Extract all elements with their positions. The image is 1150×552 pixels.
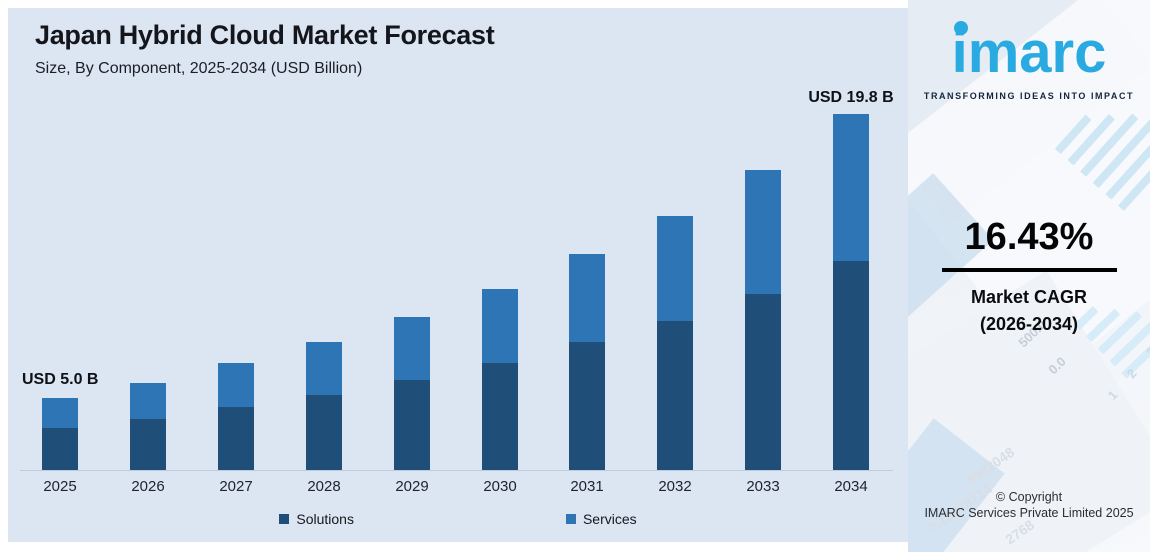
bar-2025-solutions-segment [42, 428, 78, 470]
x-axis-label-2031: 2031 [570, 478, 604, 495]
bar-2032-services-segment [657, 216, 693, 321]
bar-2027-services-segment [218, 363, 254, 407]
brand-panel: 500.0 0.0 1 2 3 4 8982048 0.13478714 276… [908, 0, 1150, 552]
bar-2032-solutions-segment [657, 321, 693, 470]
bar-2030 [482, 289, 518, 470]
bar-2034-solutions-segment [833, 261, 869, 470]
chart-subtitle: Size, By Component, 2025-2034 (USD Billi… [35, 60, 363, 77]
bar-2032 [657, 216, 693, 470]
first-bar-value-label: USD 5.0 B [22, 371, 99, 388]
bar-2034 [833, 114, 869, 470]
bar-2033 [745, 170, 781, 470]
imarc-logo: imarc [908, 21, 1150, 82]
bar-2026-services-segment [130, 383, 166, 419]
bar-2033-services-segment [745, 170, 781, 294]
bar-2027 [218, 363, 254, 470]
bar-2025-services-segment [42, 398, 78, 428]
chart-panel: Japan Hybrid Cloud Market Forecast Size,… [8, 8, 908, 542]
legend: Solutions Services [8, 511, 908, 527]
bar-2025 [42, 398, 78, 470]
x-axis-label-2029: 2029 [395, 478, 429, 495]
x-axis-label-2028: 2028 [307, 478, 341, 495]
bar-2029-solutions-segment [394, 380, 430, 470]
bar-2029-services-segment [394, 317, 430, 380]
bar-2027-solutions-segment [218, 407, 254, 470]
bar-2030-services-segment [482, 289, 518, 363]
legend-item-services: Services [565, 511, 637, 527]
bar-2026 [130, 383, 166, 470]
legend-item-solutions: Solutions [279, 511, 354, 527]
legend-label: Services [582, 511, 637, 527]
x-axis-label-2027: 2027 [219, 478, 253, 495]
x-axis-label-2033: 2033 [746, 478, 780, 495]
chart-title: Japan Hybrid Cloud Market Forecast [35, 20, 495, 50]
brand-tagline: TRANSFORMING IDEAS INTO IMPACT [923, 91, 1135, 101]
decor-wedge [908, 418, 1005, 552]
bar-2028-solutions-segment [306, 395, 342, 470]
bar-2033-solutions-segment [745, 294, 781, 470]
cagr-value: 16.43% [964, 216, 1094, 258]
decor-watermark: 8982048 [963, 443, 1018, 489]
last-bar-value-label: USD 19.8 B [808, 89, 894, 106]
legend-swatch-icon [565, 514, 576, 524]
x-axis-line [20, 470, 893, 471]
x-axis-label-2025: 2025 [43, 478, 77, 495]
bar-2031 [569, 254, 605, 470]
bar-2031-services-segment [569, 254, 605, 342]
bar-2026-solutions-segment [130, 419, 166, 470]
legend-swatch-icon [279, 514, 290, 524]
x-axis-label-2026: 2026 [131, 478, 165, 495]
imarc-logo-text: imarc [951, 20, 1107, 85]
x-axis-label-2030: 2030 [483, 478, 517, 495]
legend-label: Solutions [296, 511, 354, 527]
bar-2028 [306, 342, 342, 470]
bar-2030-solutions-segment [482, 363, 518, 470]
cagr-underline [941, 268, 1117, 272]
bar-2031-solutions-segment [569, 342, 605, 470]
copyright-line1: © Copyright [995, 490, 1063, 504]
copyright-line2: IMARC Services Private Limited 2025 [924, 506, 1134, 521]
logo-dot-icon [953, 21, 968, 35]
cagr-block: 16.43% Market CAGR (2026-2034) [908, 216, 1150, 338]
stacked-bar-chart: USD 5.0 B USD 19.8 B 2025 2026 2027 2028 202… [8, 8, 908, 542]
bar-2029 [394, 317, 430, 470]
x-axis-label-2032: 2032 [658, 478, 692, 495]
bar-2028-services-segment [306, 342, 342, 395]
x-axis-label-2034: 2034 [834, 478, 868, 495]
copyright: © Copyright IMARC Services Private Limit… [908, 489, 1150, 522]
decor-axis-label: 0.0 [1045, 353, 1069, 378]
cagr-label: Market CAGR [970, 287, 1088, 307]
cagr-period: (2026-2034) [979, 314, 1079, 334]
bar-2034-services-segment [833, 114, 869, 261]
